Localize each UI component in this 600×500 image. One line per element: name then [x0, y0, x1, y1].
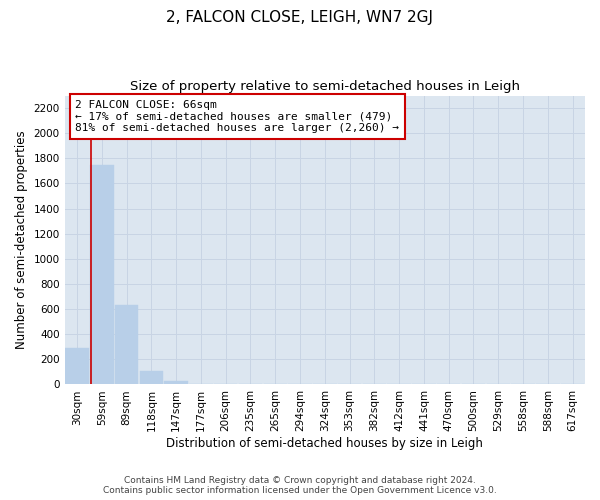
Bar	[164, 380, 188, 384]
Text: 2, FALCON CLOSE, LEIGH, WN7 2GJ: 2, FALCON CLOSE, LEIGH, WN7 2GJ	[167, 10, 433, 25]
Y-axis label: Number of semi-detached properties: Number of semi-detached properties	[15, 130, 28, 350]
Text: Contains HM Land Registry data © Crown copyright and database right 2024.
Contai: Contains HM Land Registry data © Crown c…	[103, 476, 497, 495]
Bar	[65, 348, 89, 385]
X-axis label: Distribution of semi-detached houses by size in Leigh: Distribution of semi-detached houses by …	[166, 437, 483, 450]
Bar	[115, 304, 139, 384]
Bar	[90, 164, 113, 384]
Text: 2 FALCON CLOSE: 66sqm
← 17% of semi-detached houses are smaller (479)
81% of sem: 2 FALCON CLOSE: 66sqm ← 17% of semi-deta…	[75, 100, 399, 133]
Bar	[140, 372, 163, 384]
Title: Size of property relative to semi-detached houses in Leigh: Size of property relative to semi-detach…	[130, 80, 520, 93]
